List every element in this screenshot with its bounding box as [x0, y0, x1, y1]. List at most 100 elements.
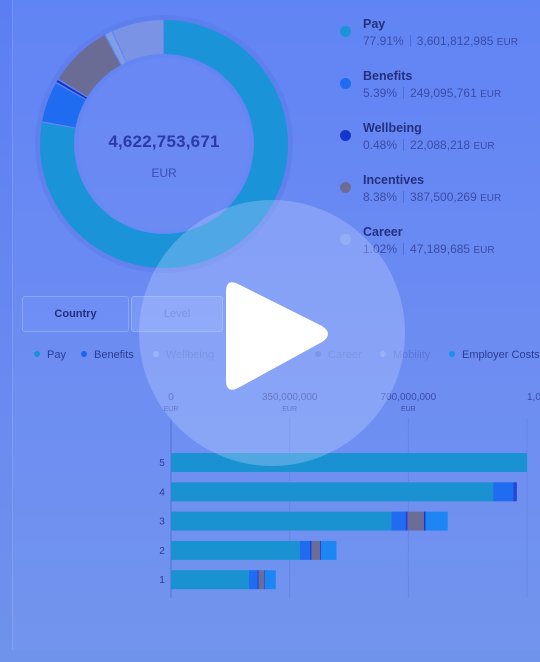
legend-dot: [340, 234, 351, 245]
bar-segment-benefits[interactable]: [248, 570, 258, 590]
y-category-label: 2: [159, 546, 165, 557]
x-tick-unit: EUR: [282, 406, 297, 413]
play-button[interactable]: [139, 200, 405, 466]
legend-unit: EUR: [473, 141, 495, 152]
legend-unit: EUR: [480, 193, 502, 204]
legend-value: 387,500,269: [410, 190, 477, 204]
x-tick-label: 350,000,000: [262, 392, 318, 403]
bar-segment-employer-costs[interactable]: [425, 511, 448, 531]
tab-country[interactable]: Country: [22, 296, 129, 332]
bar-segment-wellbeing[interactable]: [310, 540, 312, 560]
bar-segment-career[interactable]: [264, 570, 265, 590]
legend-percent: 1.02%: [363, 242, 398, 256]
legend-label: Career: [363, 225, 403, 239]
x-tick-label: 1,050: [527, 392, 540, 403]
series-label: Pay: [47, 349, 66, 361]
legend-percent: 77.91%: [363, 34, 404, 48]
bar-segment-pay[interactable]: [171, 453, 527, 472]
series-label: Benefits: [94, 349, 134, 361]
legend-unit: EUR: [496, 37, 518, 48]
bar-segment-career[interactable]: [423, 511, 426, 531]
donut-center: [78, 58, 250, 230]
legend-percent: 0.48%: [363, 138, 398, 152]
donut-total-unit: EUR: [151, 166, 177, 180]
series-legend-benefits[interactable]: Benefits: [81, 349, 134, 361]
legend-dot: [340, 182, 351, 193]
donut-legend: Pay 77.91% 3,601,812,985 EUR Benefits 5.3…: [338, 16, 538, 276]
series-legend-wellbeing[interactable]: Wellbeing: [153, 349, 214, 361]
legend-unit: EUR: [473, 245, 495, 256]
y-category-label: 3: [159, 517, 165, 528]
x-tick-unit: EUR: [401, 406, 416, 413]
bar-segment-benefits[interactable]: [391, 511, 406, 531]
bar-segment-wellbeing[interactable]: [405, 511, 408, 531]
bar-segment-wellbeing[interactable]: [257, 570, 259, 590]
legend-dot: [340, 26, 351, 37]
bar-segment-pay[interactable]: [171, 540, 300, 560]
legend-percent: 5.39%: [363, 86, 398, 100]
series-legend-employer-costs[interactable]: Employer Costs: [449, 349, 540, 361]
legend-item-career[interactable]: Career 1.02% 47,189,685 EUR: [338, 224, 538, 276]
legend-item-benefits[interactable]: Benefits 5.39% 249,095,761 EUR: [338, 68, 538, 120]
legend-item-incentives[interactable]: Incentives 8.38% 387,500,269 EUR: [338, 172, 538, 224]
legend-item-pay[interactable]: Pay 77.91% 3,601,812,985 EUR: [338, 16, 538, 68]
legend-unit: EUR: [480, 89, 502, 100]
series-dot: [34, 351, 40, 357]
x-tick-label: 0: [168, 392, 174, 403]
legend-item-wellbeing[interactable]: Wellbeing 0.48% 22,088,218 EUR: [338, 120, 538, 172]
bar-segment-incentives[interactable]: [258, 570, 265, 590]
x-tick-unit: EUR: [164, 406, 179, 413]
legend-stats: 5.39% 249,095,761 EUR: [363, 86, 501, 100]
separator: [403, 139, 405, 151]
separator: [403, 87, 405, 99]
bar-segment-incentives[interactable]: [311, 540, 321, 560]
legend-label: Pay: [363, 17, 386, 31]
legend-value: 249,095,761: [410, 86, 477, 100]
bar-segment-pay[interactable]: [171, 511, 392, 531]
series-dot: [449, 351, 455, 357]
legend-dot: [340, 78, 351, 89]
play-icon: [226, 282, 328, 390]
legend-value: 22,088,218: [410, 138, 471, 152]
bar-chart: 0 EUR 350,000,000 EUR 700,000,000 EUR 1,050 5 4 3…: [159, 392, 540, 598]
series-legend-career[interactable]: Career: [315, 349, 362, 361]
y-category-label: 4: [159, 487, 165, 498]
legend-label: Wellbeing: [363, 121, 422, 135]
legend-label: Benefits: [363, 69, 413, 83]
y-category-label: 1: [159, 575, 165, 586]
series-legend-pay[interactable]: Pay: [34, 349, 66, 361]
bar-segment-incentives[interactable]: [407, 511, 424, 531]
bar-segment-wellbeing[interactable]: [513, 482, 517, 502]
series-dot: [81, 351, 87, 357]
legend-stats: 0.48% 22,088,218 EUR: [363, 138, 495, 152]
bar-segment-benefits[interactable]: [493, 482, 514, 502]
bar-segment-pay[interactable]: [171, 482, 494, 502]
separator: [403, 243, 405, 255]
bar-segment-employer-costs[interactable]: [264, 570, 276, 590]
bar-segment-pay[interactable]: [171, 570, 249, 590]
series-legend-mobility[interactable]: Mobility: [380, 349, 430, 361]
donut-chart: [35, 15, 293, 273]
series-label: Wellbeing: [166, 349, 215, 361]
bar-segment-career[interactable]: [320, 540, 322, 560]
legend-value: 3,601,812,985: [416, 34, 494, 48]
series-dot: [380, 351, 386, 357]
legend-stats: 1.02% 47,189,685 EUR: [363, 242, 495, 256]
separator: [403, 191, 405, 203]
legend-dot: [340, 130, 351, 141]
x-tick-label: 700,000,000: [381, 392, 437, 403]
series-label: Mobility: [393, 349, 431, 361]
tab-level[interactable]: Level: [131, 296, 223, 332]
legend-label: Incentives: [363, 173, 425, 187]
legend-stats: 77.91% 3,601,812,985 EUR: [363, 34, 518, 48]
donut-slice-pay[interactable]: [40, 20, 288, 268]
legend-value: 47,189,685: [410, 242, 471, 256]
donut-total-value: 4,622,753,671: [108, 132, 220, 151]
series-dot: [153, 351, 159, 357]
legend-stats: 8.38% 387,500,269 EUR: [363, 190, 501, 204]
series-label: Employer Costs: [462, 349, 540, 361]
series-dot: [315, 351, 321, 357]
bar-segment-benefits[interactable]: [299, 540, 311, 560]
bar-segment-employer-costs[interactable]: [321, 540, 337, 560]
legend-percent: 8.38%: [363, 190, 398, 204]
